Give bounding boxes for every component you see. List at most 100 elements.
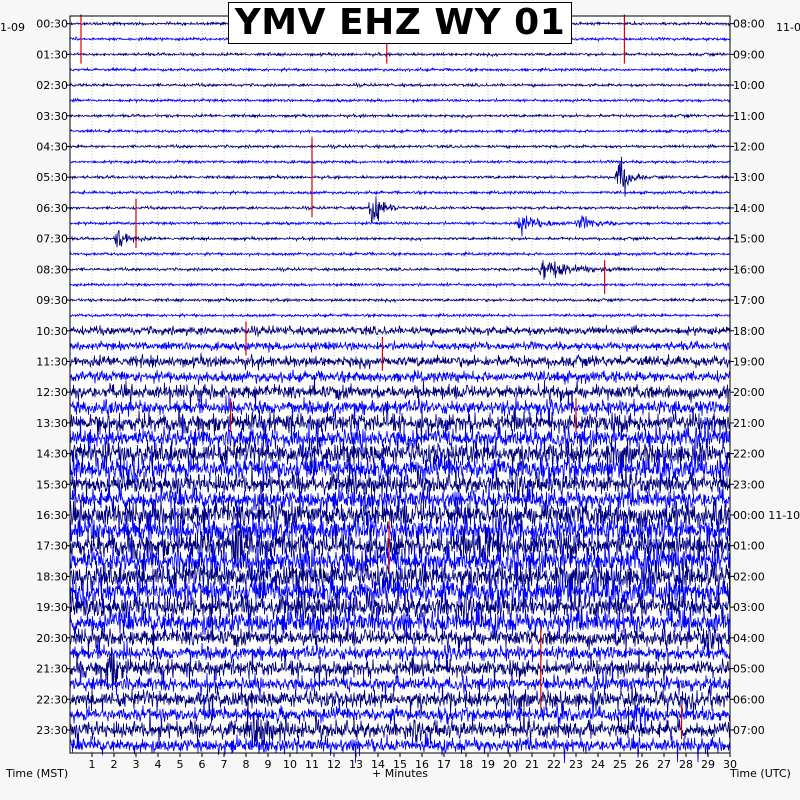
right-time-label: 11:00 bbox=[733, 110, 765, 123]
title-box: YMV EHZ WY 01 bbox=[228, 2, 572, 44]
left-time-label: 05:30 bbox=[36, 171, 68, 184]
trace-row bbox=[69, 640, 731, 675]
traces bbox=[69, 20, 731, 764]
trace-row bbox=[69, 539, 731, 584]
left-time-label: 04:30 bbox=[36, 141, 68, 154]
left-axis-label: Time (MST) bbox=[6, 767, 69, 780]
trace-row bbox=[69, 446, 731, 491]
x-tick-label: 28 bbox=[679, 758, 693, 771]
left-time-label: 16:30 bbox=[36, 509, 68, 522]
left-time-label: 02:30 bbox=[36, 79, 68, 92]
trace-row bbox=[69, 374, 731, 411]
left-time-label: 23:30 bbox=[36, 724, 68, 737]
right-time-label: 06:00 bbox=[733, 693, 765, 706]
x-tick-label: 11 bbox=[305, 758, 319, 771]
x-tick-label: 14 bbox=[371, 758, 385, 771]
trace-row bbox=[69, 353, 731, 371]
right-axis-label: Time (UTC) bbox=[730, 767, 791, 780]
x-axis: 1 2 3 4 5 6 7 8 9 10 11 12 13 14 15 16 17 18 19 20 21 22 23 24 2… bbox=[89, 753, 737, 771]
chart-title: YMV EHZ WY 01 bbox=[234, 2, 566, 43]
x-tick-label: 19 bbox=[481, 758, 495, 771]
left-time-label: 14:30 bbox=[36, 448, 68, 461]
trace-row bbox=[69, 66, 731, 74]
right-time-label: 13:00 bbox=[733, 171, 765, 184]
trace-row bbox=[69, 127, 731, 135]
right-time-label: 16:00 bbox=[733, 263, 765, 276]
trace-row bbox=[69, 617, 731, 660]
left-time-label: 07:30 bbox=[36, 233, 68, 246]
trace-row bbox=[69, 523, 731, 568]
trace-row bbox=[69, 230, 731, 248]
left-time-label: 17:30 bbox=[36, 540, 68, 553]
x-tick-label: 20 bbox=[503, 758, 517, 771]
right-time-label: 12:00 bbox=[733, 141, 765, 154]
trace-row bbox=[69, 324, 731, 337]
x-tick-label: 24 bbox=[591, 758, 605, 771]
trace-row bbox=[69, 707, 731, 748]
trace-row bbox=[69, 434, 731, 476]
trace-row bbox=[69, 312, 731, 319]
x-tick-label: 23 bbox=[569, 758, 583, 771]
x-tick-label: 12 bbox=[327, 758, 341, 771]
x-tick-label: 17 bbox=[437, 758, 451, 771]
left-time-label: 19:30 bbox=[36, 601, 68, 614]
x-tick-label: 5 bbox=[177, 758, 184, 771]
right-time-label: 04:00 bbox=[733, 632, 765, 645]
x-tick-label: 8 bbox=[243, 758, 250, 771]
trace-row bbox=[69, 156, 731, 197]
trace-row bbox=[69, 731, 731, 764]
x-tick-label: 4 bbox=[155, 758, 162, 771]
right-time-label: 19:00 bbox=[733, 355, 765, 368]
trace-row bbox=[69, 554, 731, 599]
right-time-label: 00:00 11-10 bbox=[733, 509, 800, 522]
trace-row bbox=[69, 281, 730, 289]
right-time-label: 15:00 bbox=[733, 233, 765, 246]
left-time-label: 00:30 bbox=[36, 18, 68, 31]
x-tick-label: 29 bbox=[701, 758, 715, 771]
x-tick-label: 27 bbox=[657, 758, 671, 771]
x-tick-label: 3 bbox=[133, 758, 140, 771]
left-date-label: 1-09 bbox=[0, 21, 25, 34]
trace-row bbox=[69, 296, 731, 304]
x-axis-label: + Minutes bbox=[372, 767, 429, 780]
right-time-label: 10:00 bbox=[733, 79, 765, 92]
right-time-label: 17:00 bbox=[733, 294, 765, 307]
trace-row bbox=[69, 250, 731, 258]
left-time-label: 21:30 bbox=[36, 663, 68, 676]
trace-row bbox=[69, 694, 731, 734]
left-time-label: 22:30 bbox=[36, 693, 68, 706]
trace-row bbox=[69, 662, 731, 704]
x-tick-label: 25 bbox=[613, 758, 627, 771]
trace-row bbox=[69, 647, 731, 691]
left-time-label: 01:30 bbox=[36, 48, 68, 61]
time-labels: 00:30 08:00 01:30 09:00 02:30 10:00 03:30 11:00… bbox=[36, 18, 800, 737]
x-tick-label: 15 bbox=[393, 758, 407, 771]
trace-row bbox=[69, 97, 731, 104]
left-time-label: 10:30 bbox=[36, 325, 68, 338]
trace-row bbox=[69, 196, 731, 223]
left-time-label: 18:30 bbox=[36, 570, 68, 583]
x-tick-label: 9 bbox=[265, 758, 272, 771]
trace-row bbox=[69, 394, 731, 429]
right-time-label: 18:00 bbox=[733, 325, 765, 338]
x-tick-label: 10 bbox=[283, 758, 297, 771]
trace-row bbox=[69, 416, 731, 461]
x-tick-label: 1 bbox=[89, 758, 96, 771]
left-time-label: 09:30 bbox=[36, 294, 68, 307]
trace-row bbox=[69, 112, 731, 120]
x-tick-label: 2 bbox=[111, 758, 118, 771]
left-time-label: 12:30 bbox=[36, 386, 68, 399]
right-time-label: 07:00 bbox=[733, 724, 765, 737]
right-time-label: 05:00 bbox=[733, 663, 765, 676]
trace-row bbox=[69, 260, 731, 280]
trace-row bbox=[69, 585, 731, 630]
right-time-label: 08:00 bbox=[733, 18, 765, 31]
right-time-label: 20:00 bbox=[733, 386, 765, 399]
x-tick-label: 18 bbox=[459, 758, 473, 771]
right-time-label: 09:00 bbox=[733, 48, 765, 61]
trace-row bbox=[69, 492, 731, 538]
x-tick-label: 26 bbox=[635, 758, 649, 771]
right-time-label: 01:00 bbox=[733, 540, 765, 553]
